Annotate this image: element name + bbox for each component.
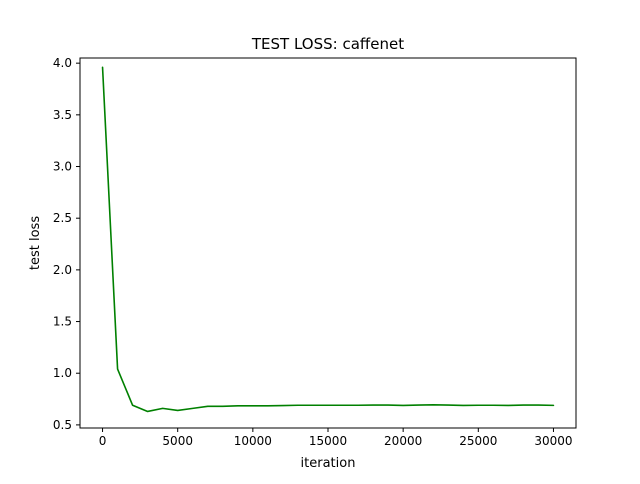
- y-tick-label: 2.0: [53, 263, 72, 277]
- series-layer: [101, 66, 555, 413]
- x-tick-label: 0: [99, 434, 107, 448]
- y-tick-label: 2.5: [53, 211, 72, 225]
- x-tick-label: 5000: [162, 434, 193, 448]
- y-tick-label: 0.5: [53, 418, 72, 432]
- y-tick-label: 4.0: [53, 56, 72, 70]
- x-tick-label: 15000: [309, 434, 347, 448]
- y-axis-label: test loss: [28, 216, 43, 270]
- y-tick-label: 1.0: [53, 366, 72, 380]
- x-tick-label: 30000: [534, 434, 572, 448]
- x-tick-label: 20000: [384, 434, 422, 448]
- y-tick-label: 3.5: [53, 108, 72, 122]
- y-tick-label: 1.5: [53, 315, 72, 329]
- x-axis-label: iteration: [301, 456, 356, 471]
- y-axis-ticks: 0.5 1.0 1.5 2.0 2.5 3.0 3.5 4.0: [53, 56, 80, 432]
- x-tick-label: 10000: [234, 434, 272, 448]
- chart-title: TEST LOSS: caffenet: [251, 35, 404, 53]
- x-tick-label: 25000: [459, 434, 497, 448]
- series-line: [101, 66, 555, 413]
- x-axis-ticks: 0 5000 10000 15000 20000 25000 30000: [99, 428, 573, 448]
- y-tick-label: 3.0: [53, 160, 72, 174]
